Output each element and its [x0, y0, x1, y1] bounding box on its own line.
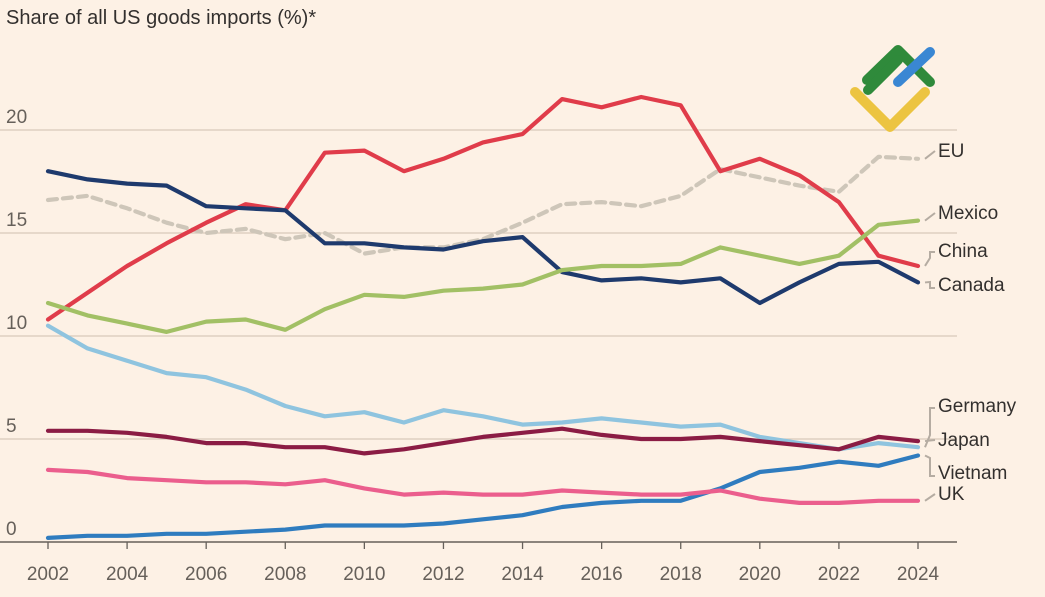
series-label-china: China [938, 241, 988, 262]
series-label-mexico: Mexico [938, 203, 998, 224]
series-line-canada [45, 169, 921, 306]
connector-china [924, 251, 935, 267]
y-tick-label-20: 20 [6, 107, 27, 128]
series-line-uk [45, 467, 921, 505]
series-label-vietnam: Vietnam [938, 463, 1007, 484]
connector-japan [924, 439, 936, 443]
brand-logo-icon [850, 45, 935, 132]
connector-canada [924, 280, 935, 289]
series-line-germany [45, 323, 921, 452]
y-tick-label-15: 15 [6, 210, 27, 231]
series-label-uk: UK [938, 484, 965, 505]
x-tick-label-2008: 2008 [264, 564, 306, 585]
y-tick-label-0: 0 [6, 519, 17, 540]
x-tick-label-2022: 2022 [818, 564, 860, 585]
y-axis-ticks: 0 5 10 15 20 [6, 107, 27, 540]
series-line-mexico [45, 218, 921, 334]
y-tick-label-10: 10 [6, 313, 27, 334]
x-tick-label-2024: 2024 [897, 564, 940, 585]
series-label-japan: Japan [938, 430, 990, 451]
connector-vietnam [924, 454, 935, 477]
connector-uk [924, 493, 936, 502]
x-tick-label-2006: 2006 [185, 564, 227, 585]
gridlines [0, 129, 957, 440]
series-line-japan [45, 426, 921, 456]
connector-mexico [924, 212, 936, 222]
x-tick-label-2012: 2012 [422, 564, 464, 585]
x-axis: 2002 2004 2006 2008 2010 2012 2014 2016 2018 2020… [0, 541, 957, 585]
series-label-canada: Canada [938, 275, 1005, 296]
series-line-china [45, 94, 921, 322]
series-label-germany: Germany [938, 396, 1017, 417]
connector-eu [924, 150, 936, 160]
x-tick-label-2016: 2016 [580, 564, 622, 585]
x-tick-label-2018: 2018 [660, 564, 702, 585]
series-label-eu: EU [938, 141, 964, 162]
y-tick-label-5: 5 [6, 416, 17, 437]
chart-title: Share of all US goods imports (%)* [6, 7, 316, 29]
x-tick-label-2010: 2010 [343, 564, 385, 585]
x-tick-label-2004: 2004 [106, 564, 149, 585]
x-tick-label-2014: 2014 [501, 564, 544, 585]
x-tick-label-2002: 2002 [27, 564, 69, 585]
series-lines [45, 94, 921, 541]
series-line-vietnam [45, 453, 921, 541]
x-tick-label-2020: 2020 [739, 564, 781, 585]
